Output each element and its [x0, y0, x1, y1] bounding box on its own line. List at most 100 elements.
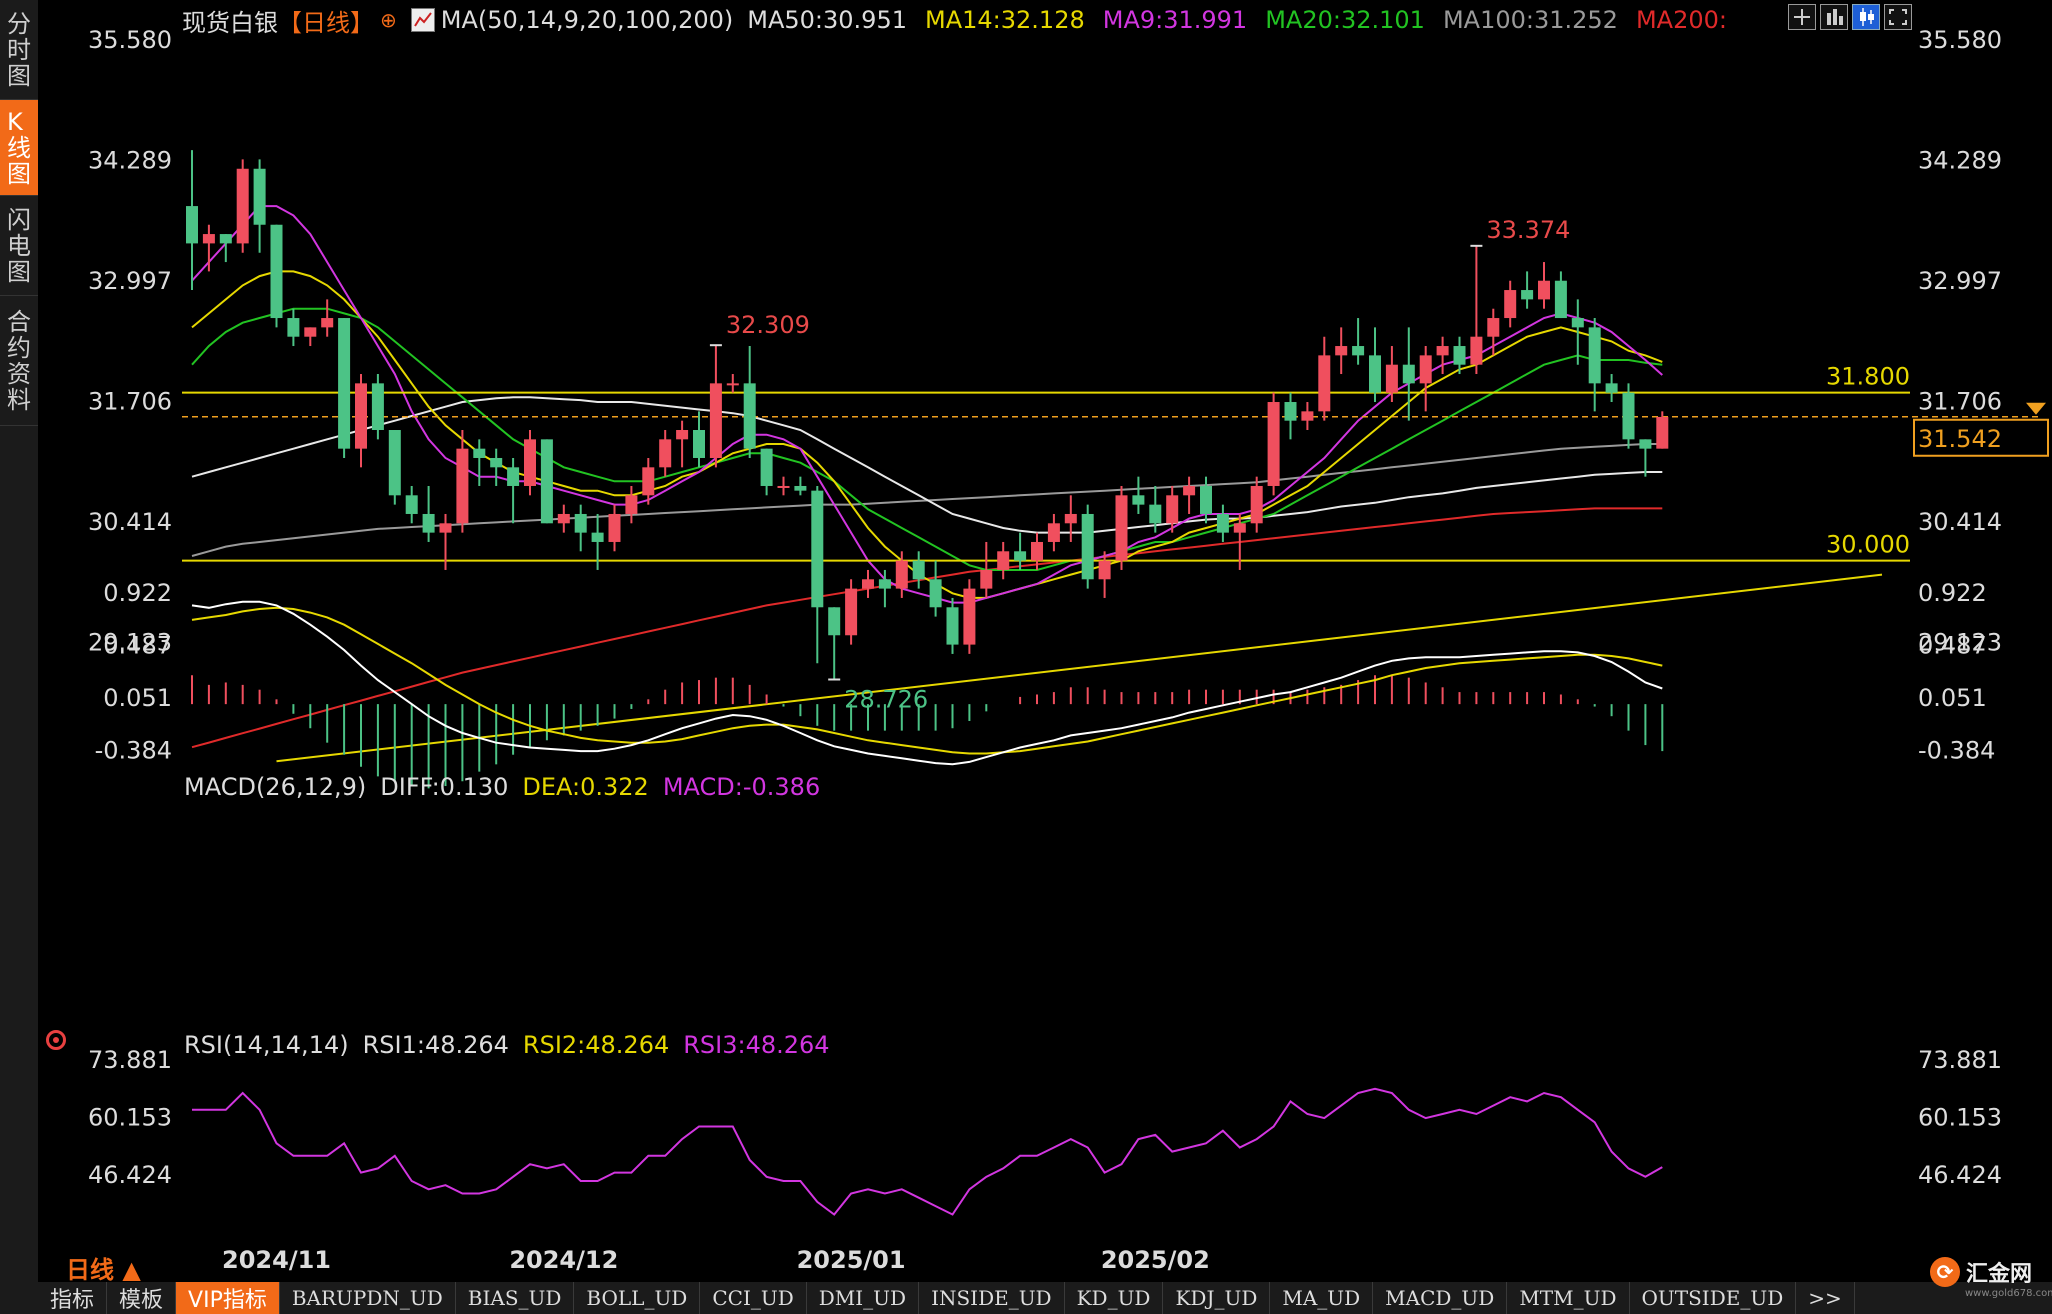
- candle-body: [693, 430, 705, 458]
- y-axis-label-right: 30.414: [1918, 508, 2002, 536]
- indicator-tab[interactable]: MACD_UD: [1373, 1282, 1508, 1314]
- candle-up: [777, 476, 790, 496]
- candle-body: [422, 513, 435, 533]
- x-axis-date-label: 2024/12: [509, 1246, 618, 1274]
- candle-body: [1200, 485, 1212, 514]
- indicator-tab[interactable]: >>: [1796, 1282, 1855, 1314]
- candle-up: [1487, 308, 1500, 356]
- rsi1-value: RSI1:48.264: [362, 1031, 509, 1059]
- candle-body: [1453, 346, 1466, 365]
- level-label: 31.800: [1826, 363, 1910, 391]
- brand-logo: ⟳ 汇金网: [1930, 1256, 2032, 1288]
- candle-down: [1081, 504, 1094, 589]
- candle-body: [1047, 523, 1060, 542]
- candle-down: [1149, 485, 1162, 533]
- candlestick-icon[interactable]: [1852, 4, 1880, 30]
- indicator-tab[interactable]: KDJ_UD: [1163, 1282, 1271, 1314]
- indicator-tab[interactable]: DMI_UD: [807, 1282, 920, 1314]
- candle-body: [524, 439, 536, 486]
- indicator-tab[interactable]: INSIDE_UD: [919, 1282, 1065, 1314]
- candle-up: [1419, 346, 1432, 412]
- ma-line-ma9: [191, 205, 1663, 604]
- indicator-tab[interactable]: BARUPDN_UD: [280, 1282, 456, 1314]
- candle-down: [828, 607, 841, 680]
- indicator-tab[interactable]: BIAS_UD: [456, 1282, 575, 1314]
- candle-down: [743, 346, 756, 458]
- period-selector[interactable]: 日线 ▲: [66, 1256, 141, 1284]
- tab-label: 闪电图: [7, 205, 31, 286]
- add-icon[interactable]: ⊕: [380, 8, 397, 32]
- candle-up: [304, 327, 317, 347]
- logo-url: www.gold678.com: [1965, 1288, 2052, 1299]
- macd-axis-label-right: 0.922: [1918, 579, 1987, 607]
- candle-down: [1554, 271, 1567, 319]
- ma-line-ma50: [191, 396, 1663, 534]
- indicator-tab[interactable]: OUTSIDE_UD: [1630, 1282, 1797, 1314]
- candle-body: [642, 467, 655, 496]
- ma-params: MA(50,14,9,20,100,200): [440, 6, 734, 34]
- ma-value: MA100:31.252: [1442, 6, 1618, 34]
- rsi-label: RSI(14,14,14): [184, 1031, 349, 1059]
- macd-value: MACD:-0.386: [662, 773, 821, 801]
- candle-down: [1200, 476, 1212, 524]
- candle-down: [1453, 336, 1466, 375]
- ma-line-ma20: [191, 307, 1663, 571]
- macd-axis-label-left: 0.487: [103, 632, 172, 660]
- indicator-tab[interactable]: KD_UD: [1065, 1282, 1164, 1314]
- indicator-tab[interactable]: VIP指标: [176, 1282, 280, 1314]
- tab-flash-chart[interactable]: 闪电图: [0, 196, 38, 296]
- candle-down: [270, 224, 283, 328]
- candle-down: [1132, 476, 1145, 514]
- indicator-settings-icon[interactable]: [46, 1030, 66, 1050]
- ma-value: MA50:30.951: [747, 6, 907, 34]
- fullscreen-icon[interactable]: [1884, 4, 1912, 30]
- indicator-tab[interactable]: 指标: [38, 1282, 108, 1314]
- candle-down: [473, 439, 486, 486]
- x-axis-date-label: 2025/02: [1101, 1246, 1210, 1274]
- candle-down: [760, 448, 773, 496]
- indicator-tab[interactable]: MTM_UD: [1507, 1282, 1630, 1314]
- macd-axis-label-left: 0.922: [103, 579, 172, 607]
- candle-body: [828, 607, 841, 636]
- indicator-settings-icon[interactable]: [410, 8, 435, 32]
- candle-body: [1183, 485, 1196, 496]
- candle-body: [557, 513, 570, 524]
- y-axis-label-left: 30.414: [88, 508, 172, 536]
- candle-body: [1318, 355, 1331, 412]
- crosshair-icon[interactable]: [1788, 4, 1816, 30]
- candle-up: [1470, 246, 1483, 375]
- candle-body: [1419, 355, 1432, 384]
- candle-body: [355, 383, 367, 449]
- tab-contract-info[interactable]: 合约资料: [0, 296, 38, 426]
- candle-down: [794, 476, 807, 496]
- candle-up: [625, 485, 638, 524]
- candle-body: [1284, 402, 1297, 421]
- candle-up: [997, 541, 1010, 580]
- candle-down: [1605, 374, 1618, 403]
- tab-time-sharing[interactable]: 分时图: [0, 0, 38, 100]
- candle-down: [422, 485, 435, 542]
- candle-body: [625, 495, 638, 514]
- candle-down: [693, 411, 705, 468]
- candle-body: [1436, 346, 1449, 356]
- indicator-tab[interactable]: MA_UD: [1270, 1282, 1374, 1314]
- indicator-tab[interactable]: BOLL_UD: [574, 1282, 701, 1314]
- macd-diff: DIFF:0.130: [380, 773, 509, 801]
- price-chart-header: 现货白银 【日线】 ⊕ MA(50,14,9,20,100,200) MA50:…: [182, 2, 1727, 38]
- candle-down: [1622, 383, 1635, 449]
- indicator-tab[interactable]: 模板: [107, 1282, 177, 1314]
- y-axis-label-left: 31.706: [88, 387, 172, 415]
- bar-chart-icon[interactable]: [1820, 4, 1848, 30]
- candle-body: [1166, 495, 1179, 524]
- candle-body: [591, 532, 604, 542]
- low-price-label: 28.726: [844, 685, 928, 713]
- candle-body: [338, 318, 351, 449]
- indicator-tab[interactable]: CCI_UD: [700, 1282, 807, 1314]
- candle-body: [1149, 504, 1162, 524]
- candle-down: [1369, 327, 1381, 403]
- tab-label: 合约资料: [7, 307, 31, 414]
- price-marker-icon: [2026, 402, 2046, 415]
- candle-down: [507, 457, 520, 524]
